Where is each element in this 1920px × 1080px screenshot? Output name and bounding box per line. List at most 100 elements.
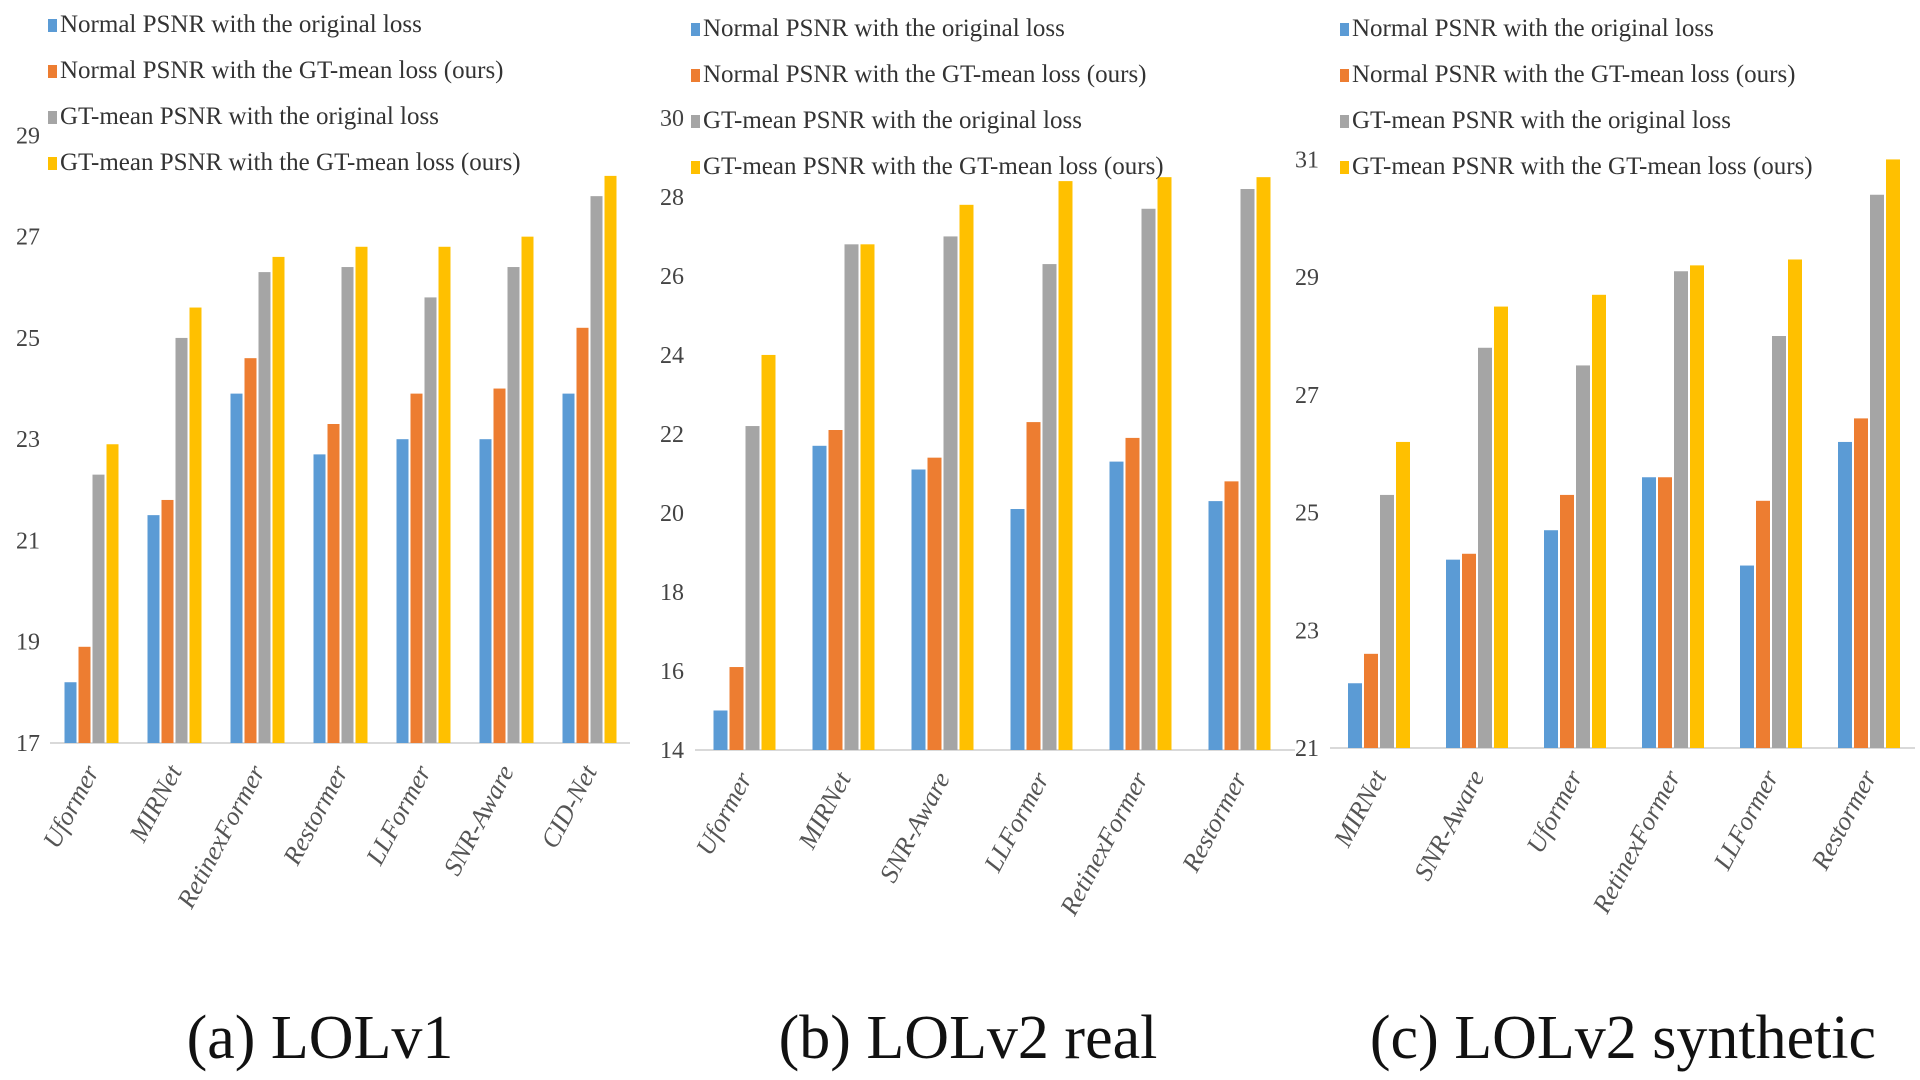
y-tick-label: 23 — [1295, 618, 1319, 644]
category-label: LLFormer — [1707, 764, 1784, 875]
category-label: MIRNet — [1328, 765, 1393, 853]
legend-label: GT-mean PSNR with the original loss — [703, 107, 1082, 134]
y-tick-label: 27 — [16, 225, 40, 251]
legend-swatch — [48, 65, 57, 78]
bar-mirnet-s4 — [1396, 441, 1410, 748]
bar-restormer-s2 — [1224, 481, 1239, 750]
chart-panel-1: 17 19 21 23 25 27 29 Uformer MIRNetRetinexFormer… — [16, 11, 630, 1072]
y-tick-label: 26 — [660, 264, 684, 290]
bar-restormer-s1 — [313, 454, 326, 743]
bar-llformer-s3 — [1042, 264, 1057, 750]
bar-restormer-s3 — [1240, 189, 1255, 751]
category-label: SNR-Aware — [874, 767, 956, 887]
bar-cid-net-s1 — [562, 393, 575, 743]
bar-mirnet-s3 — [175, 337, 188, 743]
bar-mirnet-s4 — [860, 244, 875, 750]
legend-label: GT-mean PSNR with the GT-mean loss (ours… — [1352, 153, 1813, 180]
bar-snr-aware-s3 — [1478, 347, 1492, 748]
bar-llformer-s1 — [396, 439, 409, 743]
bar-mirnet-s1 — [147, 515, 160, 743]
bar-snr-aware-s1 — [911, 469, 926, 750]
legend-swatch — [1340, 23, 1349, 36]
bar-snr-aware-s2 — [1462, 553, 1476, 748]
bar-snr-aware-s4 — [1494, 306, 1508, 748]
bar-retinexformer-s1 — [1109, 461, 1124, 750]
bar-llformer-s2 — [1026, 422, 1041, 750]
bar-snr-aware-s4 — [521, 236, 534, 743]
y-tick-label: 17 — [16, 731, 40, 757]
bar-retinexformer-s4 — [272, 256, 285, 743]
legend-label: Normal PSNR with the GT-mean loss (ours) — [703, 61, 1147, 88]
legend-swatch — [691, 23, 700, 36]
bar-mirnet-s2 — [161, 499, 174, 743]
bar-mirnet-s1 — [1348, 683, 1362, 748]
chart-caption: (c) LOLv2 synthetic — [1370, 1004, 1876, 1072]
bar-uformer-s2 — [1560, 494, 1574, 748]
legend-swatch — [1340, 69, 1349, 82]
bar-cid-net-s2 — [576, 327, 589, 743]
bar-llformer-s3 — [1772, 336, 1786, 748]
bar-mirnet-s3 — [1380, 494, 1394, 748]
bar-mirnet-s4 — [189, 307, 202, 743]
chart-caption: (a) LOLv1 — [187, 1004, 454, 1072]
bar-restormer-s1 — [1208, 501, 1223, 750]
bar-restormer-s4 — [1886, 159, 1900, 748]
bar-mirnet-s1 — [812, 445, 827, 750]
y-tick-label: 31 — [1295, 147, 1319, 173]
y-tick-label: 25 — [1295, 501, 1319, 527]
legend-label: GT-mean PSNR with the GT-mean loss (ours… — [703, 153, 1164, 180]
legend-label: Normal PSNR with the original loss — [1352, 15, 1714, 42]
y-tick-label: 23 — [16, 427, 40, 453]
y-tick-label: 18 — [660, 580, 684, 606]
category-label: Restormer — [1805, 764, 1882, 875]
category-label: Restormer — [277, 759, 354, 870]
legend-swatch — [1340, 115, 1349, 128]
bar-retinexformer-s1 — [1642, 477, 1656, 748]
category-label: Uformer — [690, 766, 758, 859]
legend-label: GT-mean PSNR with the original loss — [60, 103, 439, 130]
bar-restormer-s4 — [355, 246, 368, 743]
bar-retinexformer-s2 — [244, 358, 257, 743]
category-label: RetinexFormer — [1586, 764, 1686, 918]
bar-retinexformer-s2 — [1658, 477, 1672, 748]
bar-snr-aware-s3 — [507, 267, 520, 743]
bar-cid-net-s3 — [590, 196, 603, 744]
bar-uformer-s3 — [92, 474, 105, 743]
category-label: SNR-Aware — [438, 760, 520, 880]
bar-mirnet-s2 — [1364, 653, 1378, 748]
bar-restormer-s3 — [341, 267, 354, 743]
bar-retinexformer-s4 — [1157, 177, 1172, 750]
bar-uformer-s1 — [713, 710, 728, 750]
bar-llformer-s2 — [1756, 500, 1770, 748]
bar-mirnet-s3 — [844, 244, 859, 750]
category-label: Uformer — [1521, 764, 1589, 857]
bar-llformer-s4 — [438, 246, 451, 743]
legend-swatch — [1340, 161, 1349, 174]
legend-swatch — [48, 111, 57, 124]
y-tick-label: 29 — [1295, 265, 1319, 291]
legend-label: GT-mean PSNR with the original loss — [1352, 107, 1731, 134]
bar-snr-aware-s2 — [493, 388, 506, 743]
bar-snr-aware-s2 — [927, 457, 942, 750]
legend-label: Normal PSNR with the original loss — [60, 11, 422, 38]
bar-retinexformer-s3 — [1674, 271, 1688, 748]
legend-label: GT-mean PSNR with the GT-mean loss (ours… — [60, 149, 521, 176]
y-tick-label: 20 — [660, 501, 684, 527]
category-label: MIRNet — [792, 767, 857, 855]
y-tick-label: 21 — [1295, 736, 1319, 762]
bar-uformer-s3 — [1576, 365, 1590, 748]
bar-uformer-s4 — [106, 444, 119, 743]
bar-llformer-s3 — [424, 297, 437, 743]
bar-restormer-s4 — [1256, 177, 1271, 750]
y-tick-label: 14 — [660, 738, 684, 764]
bar-uformer-s2 — [78, 646, 91, 743]
category-label: Uformer — [37, 759, 105, 852]
bar-uformer-s3 — [745, 426, 760, 750]
bar-uformer-s4 — [1592, 294, 1606, 748]
bar-restormer-s3 — [1870, 194, 1884, 748]
bar-retinexformer-s1 — [230, 393, 243, 743]
bar-uformer-s2 — [729, 667, 744, 750]
bar-cid-net-s4 — [604, 175, 617, 743]
y-tick-label: 27 — [1295, 383, 1319, 409]
